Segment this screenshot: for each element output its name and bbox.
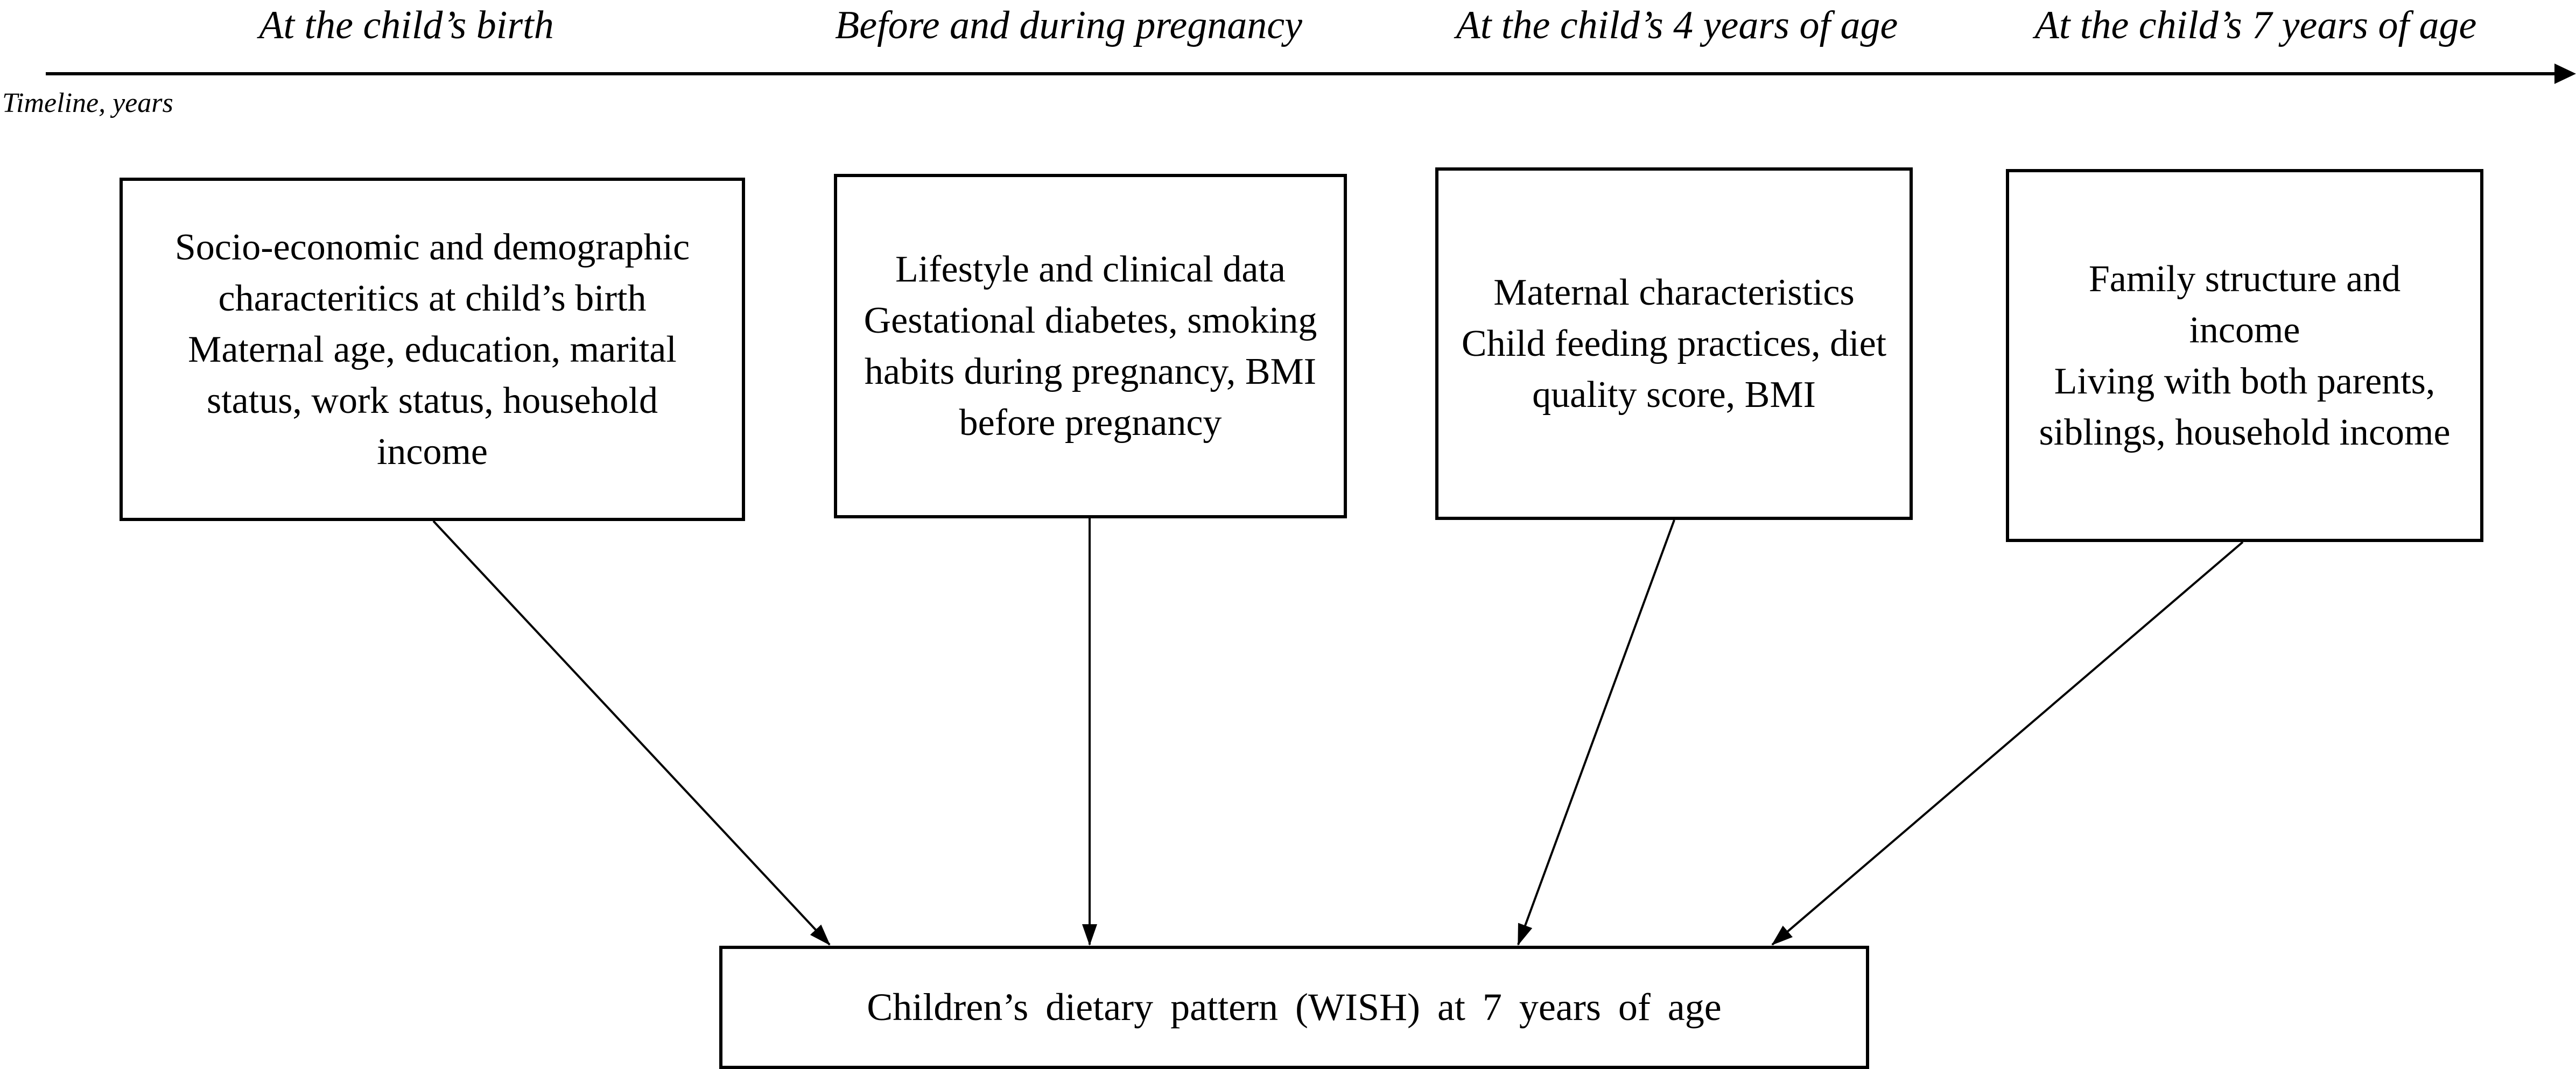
timeline-arrow-icon bbox=[2554, 64, 2576, 84]
box-socio-economic: Socio-economic and demographic character… bbox=[120, 178, 745, 521]
box-title: Family structure and income bbox=[2088, 258, 2401, 351]
arrow-box4-to-outcome bbox=[1771, 541, 2244, 946]
box-title: Socio-economic and demographic character… bbox=[174, 226, 690, 319]
box-details: Gestational diabetes, smoking habits dur… bbox=[864, 300, 1317, 444]
box-details: Maternal age, education, marital status,… bbox=[188, 328, 677, 473]
timeline-header-7-years: At the child’s 7 years of age bbox=[2034, 3, 2477, 47]
box-outcome-dietary-pattern: Children’s dietary pattern (WISH) at 7 y… bbox=[719, 946, 1869, 1069]
box-lifestyle-clinical: Lifestyle and clinical data Gestational … bbox=[834, 174, 1347, 518]
box-details: Living with both parents, siblings, hous… bbox=[2039, 360, 2451, 453]
timeline-header-pregnancy: Before and during pregnancy bbox=[835, 3, 1302, 47]
arrow-box1-to-outcome bbox=[432, 520, 831, 946]
box-maternal-characteristics: Maternal characteristics Child feeding p… bbox=[1435, 167, 1913, 520]
box-title: Maternal characteristics bbox=[1493, 272, 1855, 313]
timeline-header-birth: At the child’s birth bbox=[259, 3, 554, 47]
timeline-header-4-years: At the child’s 4 years of age bbox=[1456, 3, 1898, 47]
outcome-label: Children’s dietary pattern (WISH) at 7 y… bbox=[867, 986, 1722, 1029]
box-family-structure: Family structure and income Living with … bbox=[2006, 169, 2483, 542]
timeline-axis-label: Timeline, years bbox=[2, 88, 173, 118]
arrow-box3-to-outcome bbox=[1517, 519, 1675, 946]
box-title: Lifestyle and clinical data bbox=[895, 249, 1286, 290]
timeline-axis bbox=[46, 64, 2576, 84]
box-details: Child feeding practices, diet quality sc… bbox=[1461, 323, 1887, 416]
